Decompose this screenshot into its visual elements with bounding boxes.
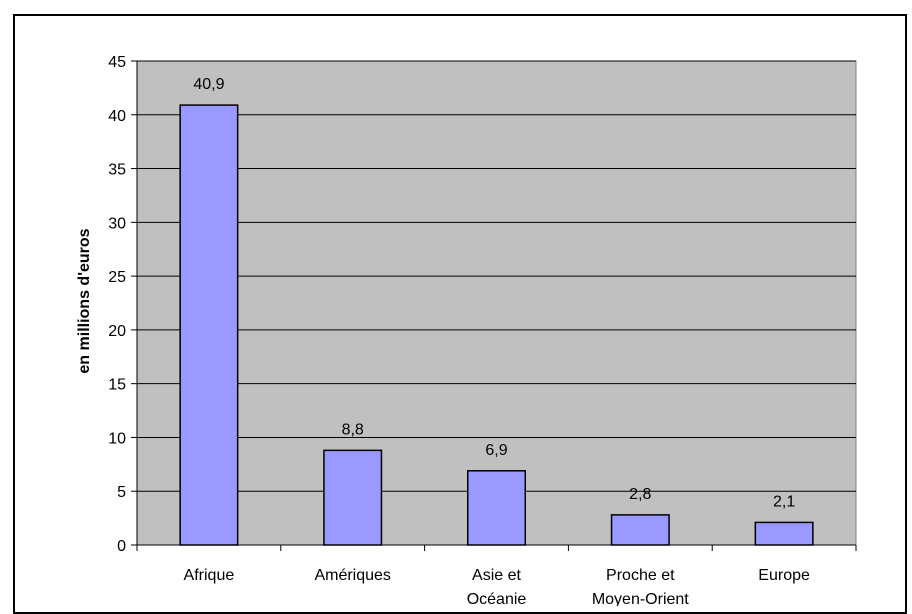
x-tick-label: Europe bbox=[758, 567, 810, 584]
x-axis: Afrique Amériques Asie et Océanie Proche et M… bbox=[136, 544, 857, 606]
data-label: 6,9 bbox=[485, 442, 507, 459]
y-tick-label: 20 bbox=[108, 323, 126, 340]
x-tick-label: Proche et Moyen-Orient bbox=[592, 567, 689, 606]
y-tick-label: 45 bbox=[108, 54, 126, 71]
bar bbox=[610, 514, 670, 546]
data-label: 40,9 bbox=[193, 76, 224, 93]
y-tick-label: 10 bbox=[108, 430, 126, 447]
x-tick-label: Asie et Océanie bbox=[467, 567, 527, 606]
x-tick-label: Amériques bbox=[314, 567, 390, 584]
y-tick-label: 30 bbox=[108, 215, 126, 232]
y-axis: 0 5 10 15 20 25 30 35 40 45 bbox=[108, 54, 138, 555]
x-tick-label: Afrique bbox=[184, 567, 235, 584]
y-tick-label: 40 bbox=[108, 108, 126, 125]
y-tick-label: 35 bbox=[108, 162, 126, 179]
bar bbox=[754, 521, 814, 546]
data-label: 8,8 bbox=[342, 421, 364, 438]
y-tick-label: 25 bbox=[108, 269, 126, 286]
y-tick-label: 5 bbox=[117, 484, 126, 501]
y-tick-label: 15 bbox=[108, 377, 126, 394]
gridlines bbox=[137, 60, 856, 492]
plot-area bbox=[136, 60, 857, 546]
bar bbox=[179, 104, 239, 546]
bars bbox=[179, 104, 814, 546]
y-tick-label: 0 bbox=[117, 538, 126, 555]
bar bbox=[323, 449, 383, 546]
y-axis-title: en millions d'euros bbox=[76, 228, 93, 373]
data-labels: 40,9 8,8 6,9 2,8 2,1 bbox=[193, 76, 795, 510]
data-label: 2,1 bbox=[773, 493, 795, 510]
data-label: 2,8 bbox=[629, 486, 651, 503]
bar bbox=[466, 470, 527, 546]
